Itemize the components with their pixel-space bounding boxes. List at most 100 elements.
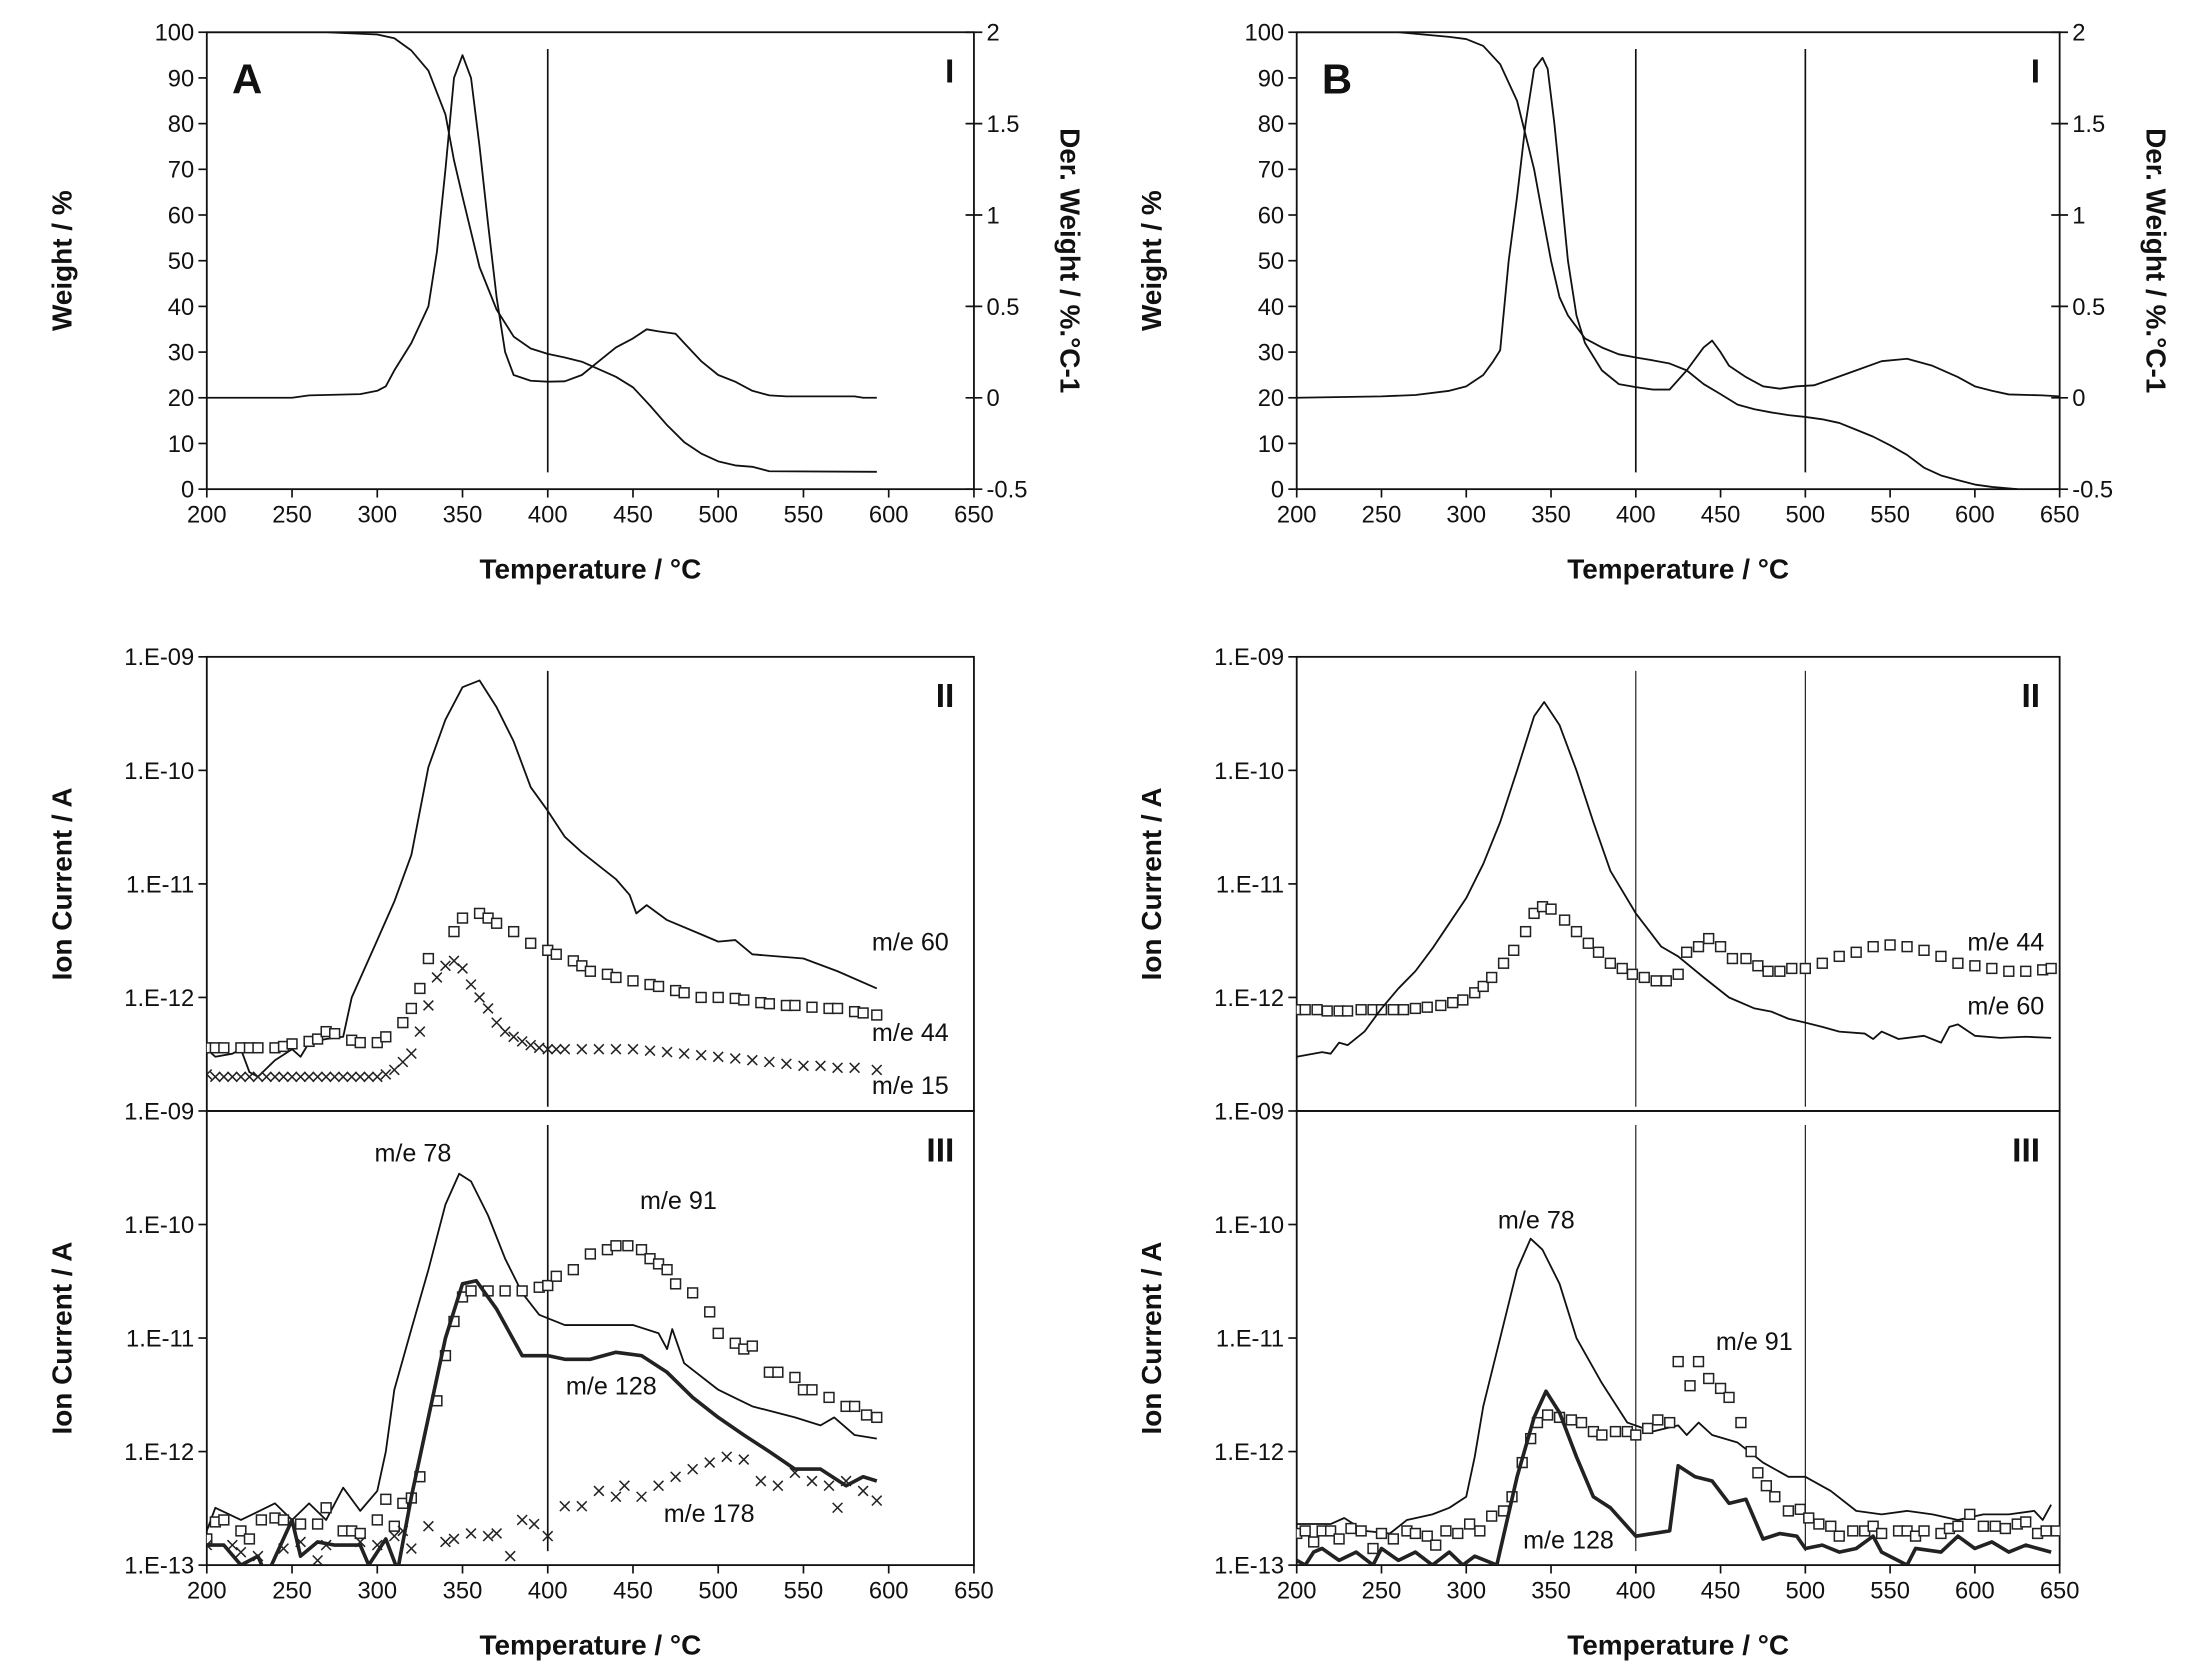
data-point <box>1752 960 1764 972</box>
data-point <box>644 1045 656 1057</box>
data-point <box>1999 1522 2012 1535</box>
data-point <box>1740 952 1752 965</box>
data-point <box>1935 950 1947 963</box>
panel-A-I: 200 250 300 350 400 450 500 550 600 6500102030405… <box>46 20 1085 585</box>
data-point <box>1786 962 1798 975</box>
data-point <box>746 1340 758 1352</box>
series-0 <box>1296 32 2018 490</box>
data-point <box>354 1527 366 1540</box>
data-point <box>371 1514 383 1526</box>
data-point <box>337 1071 349 1083</box>
data-point <box>255 1514 268 1526</box>
x-tick-label: 600 <box>869 502 909 529</box>
x-tick-label: 350 <box>443 1578 483 1605</box>
data-point <box>652 980 665 993</box>
x-tick-label: 400 <box>528 1578 568 1605</box>
y-tick-label: 1.E-11 <box>1216 871 1284 898</box>
row-numeral: III <box>2012 1132 2040 1169</box>
data-point <box>465 979 477 990</box>
y2-tick-label: 1.5 <box>2072 111 2105 138</box>
data-point <box>593 1485 605 1497</box>
panel-B-II: 1.E-09 1.E-10 1.E-11 1.E-12 II Ion Current / … <box>1136 644 2061 1112</box>
data-point <box>1833 950 1845 963</box>
x-tick-label: 650 <box>2040 502 2080 529</box>
data-point <box>635 1244 648 1256</box>
data-point <box>857 1485 869 1497</box>
y-tick-label: 1.E-11 <box>126 871 194 898</box>
series-m-e-60 <box>1296 701 2052 1058</box>
data-point <box>1901 941 1913 953</box>
data-point <box>622 1240 634 1252</box>
data-point <box>278 1543 289 1554</box>
data-point <box>507 925 520 938</box>
x-tick-label: 350 <box>1531 1578 1571 1605</box>
data-point <box>712 991 724 1004</box>
data-point <box>1299 1004 1311 1016</box>
data-point <box>687 1463 699 1475</box>
y-tick-label: 60 <box>1258 202 1284 229</box>
x-axis-title: Temperature / °C <box>1567 554 1789 585</box>
data-point <box>1769 1491 1781 1503</box>
data-point <box>1703 932 1715 945</box>
x-tick-label: 450 <box>613 502 653 529</box>
data-point <box>1684 1380 1696 1392</box>
data-point <box>405 1048 417 1060</box>
data-point <box>1519 925 1532 938</box>
data-point <box>465 1285 477 1297</box>
plot-frame <box>1295 655 2061 1112</box>
y2-tick-label: 1 <box>987 202 1000 229</box>
data-point <box>1596 1429 1608 1441</box>
data-point <box>261 1071 272 1083</box>
data-point <box>422 1520 434 1532</box>
data-point <box>789 1467 801 1479</box>
x-tick-label: 500 <box>1786 502 1826 529</box>
plot-frame <box>1295 31 2061 491</box>
data-point <box>277 1514 290 1526</box>
data-point <box>661 1264 673 1276</box>
data-point <box>1799 962 1811 975</box>
data-point <box>772 1480 784 1492</box>
x-tick-label: 250 <box>1362 502 1402 529</box>
series-label: m/e 178 <box>664 1500 755 1528</box>
y-axis-title: Ion Current / A <box>1136 787 1167 980</box>
data-point <box>295 1536 306 1548</box>
data-point <box>1692 1355 1705 1368</box>
y-tick-label: 1.E-09 <box>1214 644 1284 671</box>
y-tick-label: 1.E-12 <box>124 985 194 1012</box>
data-point <box>567 1264 579 1276</box>
data-point <box>1447 996 1459 1009</box>
panel-letter: A <box>232 56 262 103</box>
y-tick-label: 1.E-12 <box>124 1439 194 1466</box>
y-tick-label: 1.E-11 <box>126 1325 194 1352</box>
y2-tick-label: -0.5 <box>2072 477 2113 504</box>
data-point <box>610 1240 622 1252</box>
panel-B-III: 200 250 300 350 400 450 500 550 600 650 1.E-09 1.E-… <box>1136 1098 2079 1660</box>
data-point <box>235 1071 247 1083</box>
data-point <box>1833 1530 1845 1542</box>
series-m-e-60 <box>206 679 878 1078</box>
data-point <box>695 991 707 1004</box>
data-point <box>1692 941 1705 953</box>
y-tick-label: 1.E-09 <box>124 644 194 671</box>
data-point <box>397 1525 409 1537</box>
y-tick-label: 1.E-09 <box>1214 1098 1284 1125</box>
y-axis-title: Weight / % <box>1136 190 1167 331</box>
data-point <box>1409 1002 1422 1015</box>
y2-tick-label: 0.5 <box>987 294 1020 321</box>
data-point <box>584 1248 597 1260</box>
x-tick-label: 550 <box>1870 1578 1910 1605</box>
data-point <box>1582 937 1594 949</box>
y-tick-label: 10 <box>168 431 194 458</box>
data-point <box>218 1514 230 1526</box>
x-tick-label: 500 <box>698 502 738 529</box>
data-point <box>550 1270 562 1282</box>
data-point <box>312 1554 324 1566</box>
data-point <box>1847 1525 1859 1537</box>
data-point <box>1672 1355 1684 1368</box>
series-line <box>206 54 877 399</box>
series-label: m/e 15 <box>872 1072 949 1100</box>
data-point <box>1477 980 1489 993</box>
data-point <box>763 1056 775 1068</box>
series-m-e-78 <box>206 1172 877 1532</box>
data-point <box>1735 1416 1747 1429</box>
